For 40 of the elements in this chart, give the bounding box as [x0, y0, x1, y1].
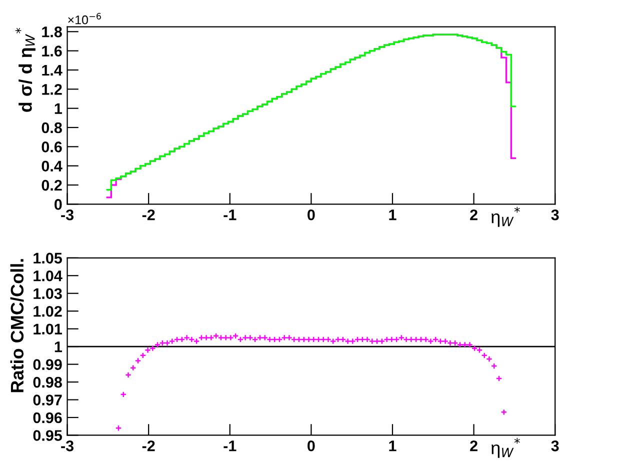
x-tick-label: -1: [224, 440, 236, 452]
y-tick-label: 0.96: [33, 412, 62, 424]
x-tick-label: 1: [389, 440, 396, 452]
x-tick-label: -2: [142, 209, 155, 220]
x-tick-label: 3: [551, 209, 559, 220]
y-tick-label: 1.05: [34, 252, 62, 264]
y-tick-label: 1.2: [42, 84, 62, 95]
x-tick-label: -2: [142, 440, 155, 452]
y-tick-label: 1.6: [42, 46, 62, 57]
y-tick-label: 0.4: [42, 160, 62, 172]
y-tick-label: 0.95: [33, 430, 62, 441]
x-axis-title: η$_{W}$$^{*}$: [492, 438, 520, 458]
y-tick-label: 0.8: [42, 122, 62, 134]
y-tick-label: 1.02: [34, 306, 62, 317]
x-tick-label: 2: [470, 209, 478, 220]
text: ×10$^{−6}$: [68, 12, 101, 24]
y-tick-label: 1.4: [42, 65, 62, 76]
y-tick-label: 0.97: [33, 394, 62, 406]
y-tick-label: 0.98: [33, 376, 62, 388]
y-tick-label: 1.03: [34, 288, 62, 300]
y-tick-label: 0.6: [42, 142, 62, 152]
x-axis-title: η$_{W}$$^{*}$: [492, 206, 520, 227]
y-axis-title: d σ/ d η$_{W}$$^{*}$: [15, 28, 36, 112]
x-tick-label: -3: [61, 209, 74, 220]
x-tick-label: -3: [61, 440, 74, 452]
y-tick-label: 1: [54, 342, 62, 352]
y-tick-label: 1.8: [42, 26, 62, 38]
y-axis-title: Ratio CMC/Coll.: [10, 259, 24, 392]
x-tick-label: -1: [224, 210, 236, 220]
y-tick-label: 0: [54, 199, 62, 210]
x-tick-label: 3: [551, 440, 559, 452]
y-tick-label: 1.04: [34, 270, 62, 282]
x-tick-label: 1: [389, 210, 396, 220]
y-tick-label: 0.99: [33, 359, 62, 370]
x-tick-label: 0: [308, 440, 315, 452]
y-tick-label: 1.01: [34, 324, 62, 335]
x-tick-label: 2: [470, 440, 478, 452]
y-tick-label: 0.2: [42, 180, 62, 191]
x-tick-label: 0: [308, 209, 315, 220]
y-tick-label: 1: [54, 103, 62, 114]
